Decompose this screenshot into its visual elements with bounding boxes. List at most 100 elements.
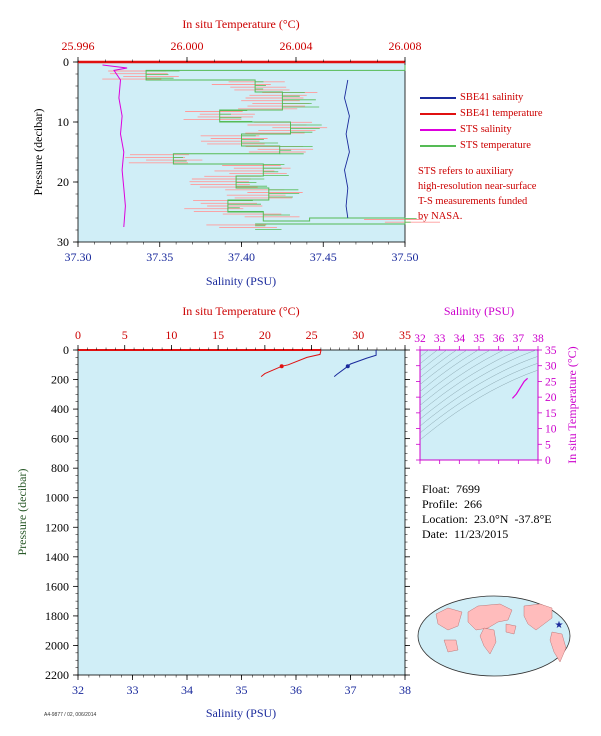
legend: SBE41 salinity SBE41 temperature STS sal…: [420, 90, 543, 154]
y-tick-label: 800: [51, 461, 69, 475]
legend-item: STS temperature: [420, 138, 543, 154]
y-tick-label: 1200: [45, 520, 69, 534]
y-tick-label: 1600: [45, 579, 69, 593]
top-tick-label: 10: [165, 328, 177, 342]
ts-right-tick-label: 30: [545, 361, 557, 373]
sbe-temperature-line: [260, 350, 322, 377]
y-tick-label: 2200: [45, 668, 69, 682]
ts-density-contours: [420, 350, 538, 441]
note-line: high-resolution near-surface: [418, 181, 537, 192]
top-tick-label: 30: [352, 328, 364, 342]
top-panel-y-axis-label: Pressure (decibar): [31, 109, 45, 196]
top-tick-label: 15: [212, 328, 224, 342]
ts-right-tick-label: 5: [545, 439, 551, 451]
float-info: Float: 7699 Profile: 266 Location: 23.0°…: [422, 482, 552, 542]
y-tick-label: 200: [51, 373, 69, 387]
sts-note: STS refers to auxiliary high-resolution …: [418, 164, 598, 224]
x-tick-label: 37.40: [228, 250, 255, 264]
sbe-salinity-marker: [345, 364, 350, 369]
sts-salinity-line: [102, 64, 128, 228]
y-tick-label: 0: [63, 55, 69, 69]
bottom-panel-top-axis-label: In situ Temperature (°C): [182, 304, 299, 318]
float-id: Float: 7699: [422, 482, 481, 496]
x-tick-label: 37.45: [310, 250, 337, 264]
ts-top-tick-label: 38: [532, 333, 544, 345]
ts-right-tick-label: 0: [545, 455, 551, 467]
x-tick-label: 35: [236, 683, 248, 697]
y-tick-label: 600: [51, 432, 69, 446]
x-tick-label: 37.30: [65, 250, 92, 264]
legend-swatch-sbe-salinity: [420, 97, 456, 99]
legend-label: SBE41 salinity: [460, 92, 524, 103]
ts-top-tick-label: 34: [454, 333, 466, 345]
ts-right-tick-label: 15: [545, 408, 557, 420]
ts-right-tick-label: 25: [545, 376, 557, 388]
top-panel-x-axis-label: Salinity (PSU): [206, 274, 276, 288]
top-tick-label: 26.000: [171, 39, 204, 53]
density-contour: [420, 350, 505, 406]
density-contour: [420, 350, 520, 413]
float-location: Location: 23.0°N -37.8°E: [422, 512, 552, 526]
top-tick-label: 25.996: [62, 39, 95, 53]
sbe-temperature-marker: [279, 364, 284, 369]
y-tick-label: 0: [63, 343, 69, 357]
ts-top-tick-label: 33: [434, 333, 446, 345]
legend-swatch-sts-salinity: [420, 129, 456, 131]
density-contour: [420, 369, 538, 441]
top-tick-label: 0: [75, 328, 81, 342]
note-line: T-S measurements funded: [418, 196, 528, 207]
x-tick-label: 36: [290, 683, 302, 697]
top-panel: 37.30 37.35 37.40 37.45 37.50 25.996 26.000 26.…: [31, 17, 441, 288]
ts-right-tick-label: 35: [545, 345, 557, 357]
x-tick-label: 34: [181, 683, 193, 697]
y-tick-label: 2000: [45, 638, 69, 652]
density-contour: [420, 362, 538, 434]
bottom-panel-x-axis-label: Salinity (PSU): [206, 706, 276, 720]
y-tick-label: 30: [57, 235, 69, 249]
map-continents: [435, 603, 567, 663]
top-tick-label: 20: [259, 328, 271, 342]
ts-top-axis-label: Salinity (PSU): [444, 304, 514, 318]
ts-top-tick-label: 37: [513, 333, 525, 345]
y-tick-label: 10: [57, 115, 69, 129]
world-map: ★: [417, 595, 571, 677]
note-line: by NASA.: [418, 211, 463, 222]
sbe-salinity-line: [333, 350, 377, 377]
map-float-marker: ★: [555, 620, 564, 631]
legend-item: SBE41 salinity: [420, 90, 543, 106]
top-plot-axes: 37.30 37.35 37.40 37.45 37.50 25.996 26.000 26.…: [57, 39, 422, 264]
sbe-salinity-line: [344, 79, 350, 219]
density-contour: [420, 350, 468, 385]
ts-top-tick-label: 35: [473, 333, 485, 345]
top-tick-label: 35: [399, 328, 411, 342]
legend-item: STS salinity: [420, 122, 543, 138]
top-panel-top-axis-label: In situ Temperature (°C): [182, 17, 299, 31]
density-contour: [420, 350, 538, 420]
legend-swatch-sts-temperature: [420, 145, 456, 147]
legend-item: SBE41 temperature: [420, 106, 543, 122]
top-tick-label: 25: [306, 328, 318, 342]
profile-date: Date: 11/23/2015: [422, 527, 509, 541]
top-plot-area: [77, 61, 406, 243]
ts-plot-axes: 32 33 34 35 36 37 38 0 5 10 15 20 25 30 35: [414, 333, 557, 467]
x-tick-label: 37.35: [146, 250, 173, 264]
y-tick-label: 1000: [45, 491, 69, 505]
top-tick-label: 5: [122, 328, 128, 342]
sts-temperature-line: [145, 65, 406, 225]
ts-curve: [511, 377, 529, 399]
y-tick-label: 20: [57, 175, 69, 189]
bottom-panel-y-axis-label: Pressure (decibar): [15, 469, 29, 556]
top-tick-label: 26.004: [280, 39, 313, 53]
ts-panel: 32 33 34 35 36 37 38 0 5 10 15 20 25 30 35 Salinity (P…: [414, 304, 579, 467]
bottom-plot-area: [77, 349, 406, 676]
ts-plot-area: [419, 349, 539, 461]
x-tick-label: 38: [399, 683, 411, 697]
ts-right-tick-label: 10: [545, 424, 557, 436]
top-tick-label: 26.008: [389, 39, 422, 53]
density-contour: [420, 350, 448, 371]
x-tick-label: 37: [345, 683, 357, 697]
x-tick-label: 32: [72, 683, 84, 697]
ts-top-tick-label: 36: [493, 333, 505, 345]
ts-right-tick-label: 20: [545, 392, 557, 404]
